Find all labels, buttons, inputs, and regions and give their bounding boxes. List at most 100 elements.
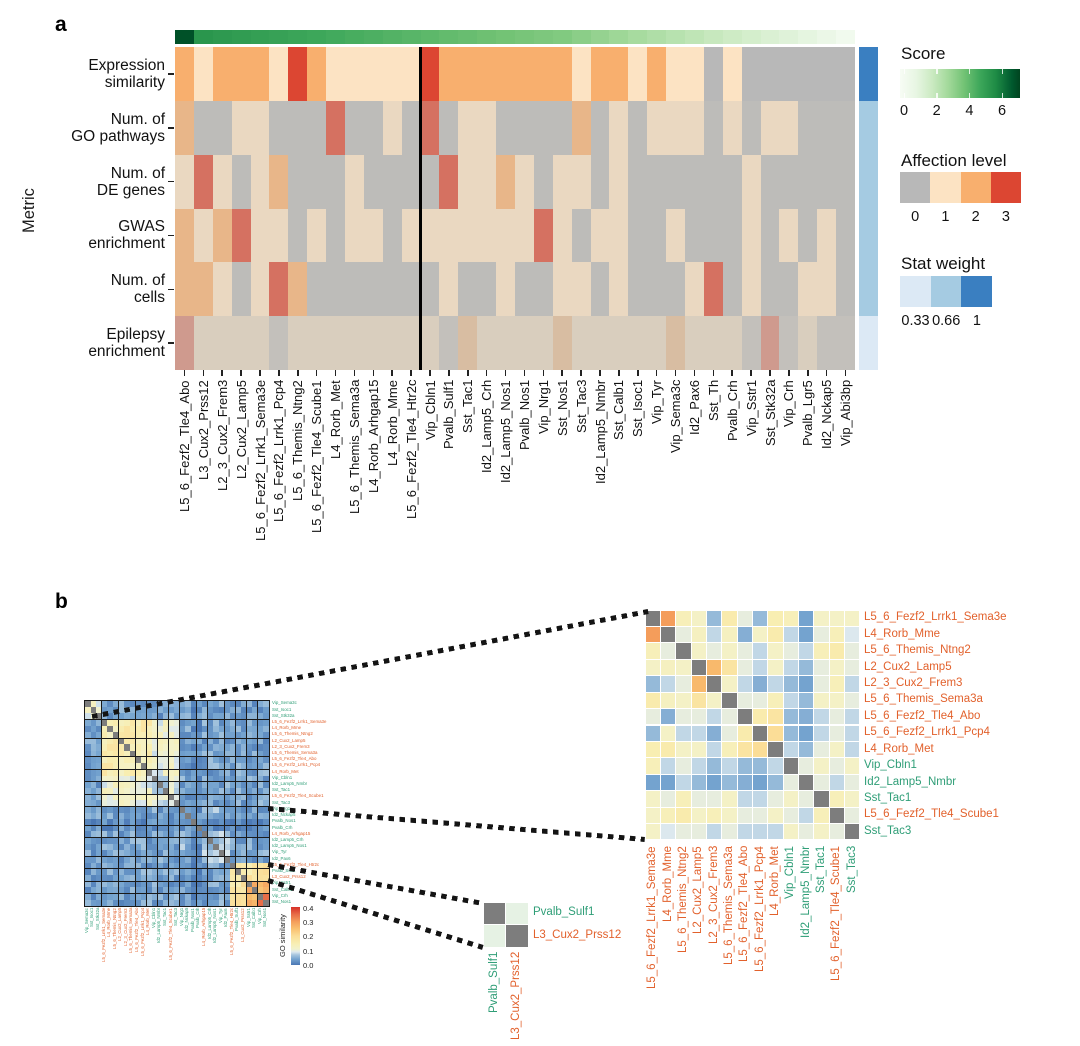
go-matrix-cell — [112, 856, 119, 863]
go-matrix-cell — [124, 763, 130, 770]
go-matrix-cell — [257, 707, 264, 714]
go-matrix-cell — [135, 843, 142, 851]
legend-tick-label: 1 — [941, 209, 950, 225]
metric-heatmap-cell — [647, 208, 667, 263]
go-matrix-cell — [168, 806, 175, 814]
go-matrix-cell — [218, 769, 225, 776]
inset-matrix-cell — [845, 791, 860, 807]
go-matrix-cell — [185, 899, 192, 907]
go-matrix-cell — [257, 794, 264, 801]
go-matrix-cell — [163, 763, 169, 770]
go-matrix-cell — [196, 850, 203, 857]
metric-heatmap-cell — [458, 154, 478, 209]
go-matrix-cell — [229, 862, 236, 870]
go-matrix-cell — [118, 881, 125, 888]
inset-matrix-cell — [676, 676, 691, 692]
metric-heatmap-cell — [817, 154, 837, 209]
affection-legend-title: Affection level — [901, 151, 1007, 170]
metric-heatmap-cell — [533, 100, 554, 156]
inset-matrix-cell — [829, 659, 845, 676]
go-matrix-cell — [190, 862, 197, 870]
x-axis-label: Vip_Tyr — [649, 380, 665, 424]
go-matrix-cell — [190, 825, 197, 832]
go-matrix-cell — [196, 843, 203, 851]
axis-tick — [731, 370, 733, 376]
go-matrix-cell — [163, 787, 169, 795]
inset-matrix-cell — [676, 741, 691, 758]
go-matrix-cell — [190, 856, 197, 863]
inset-matrix-cell — [814, 824, 829, 840]
inset-matrix-cell — [799, 824, 814, 840]
axis-tick — [825, 370, 828, 376]
go-matrix-cell — [112, 812, 119, 820]
axis-tick — [844, 370, 847, 376]
go-matrix-cell — [263, 725, 270, 733]
go-matrix-cell — [107, 763, 114, 770]
go-matrix-cell — [246, 874, 253, 882]
go-matrix-cell — [107, 843, 114, 851]
inset-matrix-cell — [753, 659, 768, 676]
go-matrix-cell — [85, 763, 91, 770]
go-matrix-cell — [246, 881, 253, 888]
x-axis-label: Sst_Tac3 — [573, 380, 589, 434]
go-matrix-cell — [168, 701, 175, 708]
go-matrix-cell — [246, 831, 253, 838]
go-matrix-cell — [129, 744, 136, 751]
go-matrix-cell — [112, 738, 119, 745]
go-matrix-cell — [85, 881, 91, 888]
go-matrix-cell — [246, 763, 253, 770]
inset-matrix-cell — [676, 692, 691, 709]
inset-matrix-cell — [783, 659, 799, 676]
go-matrix-cell — [124, 843, 130, 851]
metric-heatmap-cell — [250, 316, 270, 371]
go-matrix-cell — [224, 819, 231, 826]
score-bar-cell — [401, 30, 421, 44]
go-matrix-cell — [85, 769, 91, 776]
matrix-row-label: L4_Rorb_Mme — [272, 725, 302, 731]
x-axis-label: L5_6_Fezf2_Tle4_Abo — [176, 380, 192, 512]
go-matrix-cell — [252, 775, 259, 783]
go-matrix-cell — [151, 899, 158, 907]
go-matrix-cell — [151, 856, 158, 863]
go-matrix-cell — [241, 750, 247, 758]
inset-matrix-cell — [768, 741, 783, 758]
go-matrix-cell — [135, 837, 142, 845]
go-matrix-cell — [235, 725, 242, 733]
go-matrix-cell — [196, 825, 203, 832]
metric-heatmap-cell — [401, 262, 421, 317]
go-matrix-cell — [85, 868, 91, 876]
go-matrix-cell — [224, 862, 231, 870]
go-matrix-cell — [218, 750, 225, 758]
metric-heatmap-cell — [288, 262, 308, 317]
go-matrix-cell — [146, 850, 153, 857]
go-matrix-cell — [241, 887, 247, 894]
metric-heatmap-cell — [836, 47, 856, 102]
go-matrix-cell — [96, 725, 103, 733]
go-matrix-cell — [135, 775, 142, 783]
go-matrix-cell — [124, 812, 130, 820]
score-bar-cell — [250, 30, 270, 44]
metric-heatmap-cell — [439, 262, 459, 317]
go-matrix-cell — [190, 750, 197, 758]
go-matrix-cell — [163, 750, 169, 758]
go-matrix-cell — [229, 837, 236, 845]
metric-heatmap-cell — [722, 208, 743, 263]
inset-matrix-cell — [660, 626, 676, 643]
go-matrix-cell — [174, 831, 181, 838]
inset-matrix-cell — [753, 824, 768, 840]
go-matrix-cell — [190, 819, 197, 826]
cluster-boundary-line — [134, 701, 136, 906]
inset-matrix-cell — [722, 692, 737, 709]
metric-heatmap-cell — [609, 100, 629, 156]
go-matrix-cell — [229, 769, 236, 776]
go-matrix-cell — [96, 701, 103, 708]
go-matrix-cell — [135, 819, 142, 826]
go-matrix-cell — [163, 775, 169, 783]
go-matrix-cell — [224, 850, 231, 857]
go-matrix-cell — [190, 713, 197, 720]
go-matrix-cell — [118, 738, 125, 745]
go-matrix-cell — [263, 701, 270, 708]
cluster-boundary-line — [234, 701, 237, 906]
go-matrix-cell — [129, 893, 136, 901]
go-matrix-cell — [112, 850, 119, 857]
